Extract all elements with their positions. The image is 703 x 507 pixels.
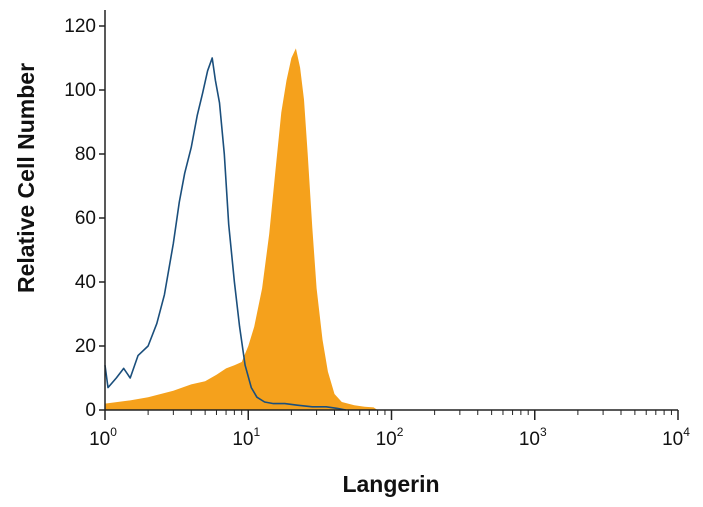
plot-area	[104, 48, 378, 411]
x-tick-label: 101	[232, 425, 260, 450]
x-axis-title: Langerin	[342, 471, 439, 497]
y-tick-label: 40	[75, 272, 96, 293]
control-histogram-outline	[104, 57, 346, 411]
x-axis-ticks: 100 101 102 103 104	[89, 410, 690, 450]
x-tick-label: 100	[89, 425, 117, 450]
x-tick-label: 102	[376, 425, 404, 450]
y-axis-ticks: 0 20 40 60 80 100 120	[64, 16, 105, 421]
langerin-stained-histogram	[105, 48, 378, 411]
y-tick-label: 20	[75, 336, 96, 357]
x-tick-label: 104	[662, 425, 690, 450]
y-tick-label: 60	[75, 208, 96, 229]
y-axis-title: Relative Cell Number	[13, 63, 39, 293]
x-tick-label: 103	[519, 425, 547, 450]
y-tick-label: 0	[85, 400, 96, 421]
y-tick-label: 80	[75, 144, 96, 165]
y-tick-label: 100	[64, 80, 96, 101]
y-tick-label: 120	[64, 16, 96, 37]
